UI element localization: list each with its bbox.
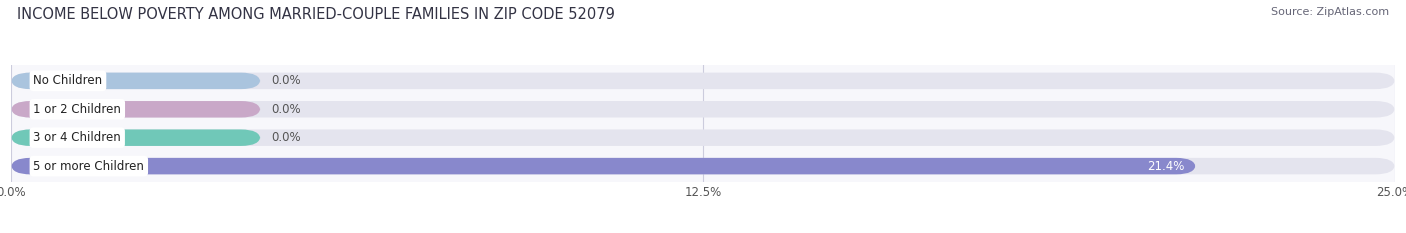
FancyBboxPatch shape bbox=[11, 73, 260, 89]
Text: 5 or more Children: 5 or more Children bbox=[34, 160, 145, 173]
FancyBboxPatch shape bbox=[11, 73, 1395, 89]
Text: No Children: No Children bbox=[34, 74, 103, 87]
Text: 0.0%: 0.0% bbox=[271, 103, 301, 116]
Text: 3 or 4 Children: 3 or 4 Children bbox=[34, 131, 121, 144]
Text: 21.4%: 21.4% bbox=[1147, 160, 1184, 173]
Text: Source: ZipAtlas.com: Source: ZipAtlas.com bbox=[1271, 7, 1389, 17]
FancyBboxPatch shape bbox=[11, 101, 1395, 117]
FancyBboxPatch shape bbox=[11, 158, 1395, 174]
Text: 0.0%: 0.0% bbox=[271, 131, 301, 144]
Text: INCOME BELOW POVERTY AMONG MARRIED-COUPLE FAMILIES IN ZIP CODE 52079: INCOME BELOW POVERTY AMONG MARRIED-COUPL… bbox=[17, 7, 614, 22]
Text: 1 or 2 Children: 1 or 2 Children bbox=[34, 103, 121, 116]
FancyBboxPatch shape bbox=[11, 101, 260, 117]
FancyBboxPatch shape bbox=[11, 158, 1195, 174]
FancyBboxPatch shape bbox=[11, 130, 1395, 146]
Text: 0.0%: 0.0% bbox=[271, 74, 301, 87]
FancyBboxPatch shape bbox=[11, 130, 260, 146]
